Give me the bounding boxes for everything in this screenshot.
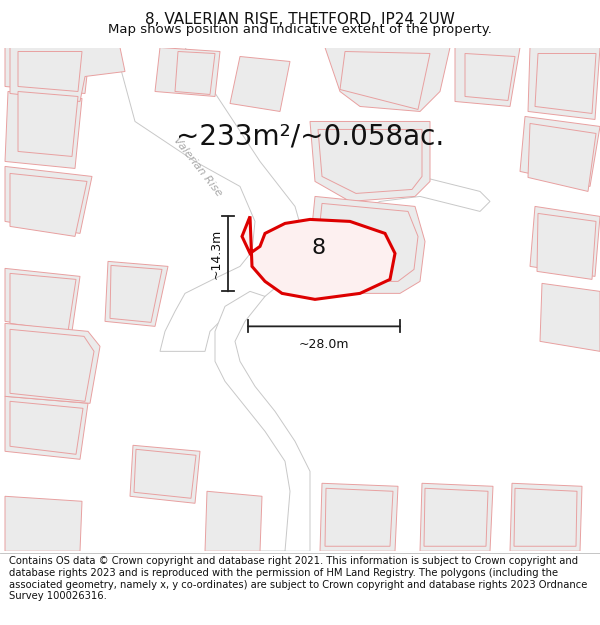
Text: ~233m²/~0.058ac.: ~233m²/~0.058ac.	[176, 122, 444, 151]
Polygon shape	[5, 323, 100, 403]
Polygon shape	[325, 48, 450, 111]
Polygon shape	[110, 266, 162, 322]
Polygon shape	[10, 401, 83, 454]
Text: ~28.0m: ~28.0m	[299, 338, 349, 351]
Polygon shape	[230, 56, 290, 111]
Polygon shape	[18, 51, 82, 91]
Polygon shape	[318, 129, 422, 193]
Text: Contains OS data © Crown copyright and database right 2021. This information is : Contains OS data © Crown copyright and d…	[9, 556, 587, 601]
Polygon shape	[530, 206, 600, 276]
Polygon shape	[5, 496, 82, 551]
Polygon shape	[155, 48, 220, 96]
Polygon shape	[535, 54, 596, 114]
Polygon shape	[310, 121, 430, 201]
Polygon shape	[340, 51, 430, 109]
Text: 8: 8	[311, 238, 326, 258]
Polygon shape	[528, 124, 596, 191]
Polygon shape	[420, 483, 493, 551]
Polygon shape	[105, 261, 168, 326]
Polygon shape	[537, 213, 596, 279]
Polygon shape	[5, 268, 80, 331]
Polygon shape	[18, 91, 78, 156]
Polygon shape	[5, 48, 90, 94]
Polygon shape	[295, 176, 490, 271]
Polygon shape	[520, 116, 600, 186]
Polygon shape	[510, 483, 582, 551]
Polygon shape	[528, 48, 600, 119]
Polygon shape	[134, 449, 196, 498]
Polygon shape	[5, 396, 88, 459]
Polygon shape	[10, 48, 125, 101]
Polygon shape	[130, 445, 200, 503]
Polygon shape	[310, 196, 425, 293]
Polygon shape	[320, 483, 398, 551]
Polygon shape	[318, 203, 418, 281]
Text: ~14.3m: ~14.3m	[210, 229, 223, 279]
Polygon shape	[175, 51, 215, 94]
Polygon shape	[540, 283, 600, 351]
Polygon shape	[325, 488, 393, 546]
Polygon shape	[115, 48, 305, 351]
Polygon shape	[215, 291, 310, 551]
Polygon shape	[424, 488, 488, 546]
Text: 8, VALERIAN RISE, THETFORD, IP24 2UW: 8, VALERIAN RISE, THETFORD, IP24 2UW	[145, 12, 455, 27]
Polygon shape	[455, 48, 520, 106]
Polygon shape	[5, 91, 82, 169]
Polygon shape	[465, 54, 515, 101]
Polygon shape	[242, 216, 395, 299]
Text: Valerian Rise: Valerian Rise	[172, 135, 224, 198]
Polygon shape	[10, 174, 87, 236]
Polygon shape	[10, 329, 94, 401]
Polygon shape	[205, 491, 262, 551]
Polygon shape	[5, 166, 92, 233]
Polygon shape	[10, 273, 76, 331]
Polygon shape	[514, 488, 577, 546]
Text: Map shows position and indicative extent of the property.: Map shows position and indicative extent…	[108, 22, 492, 36]
